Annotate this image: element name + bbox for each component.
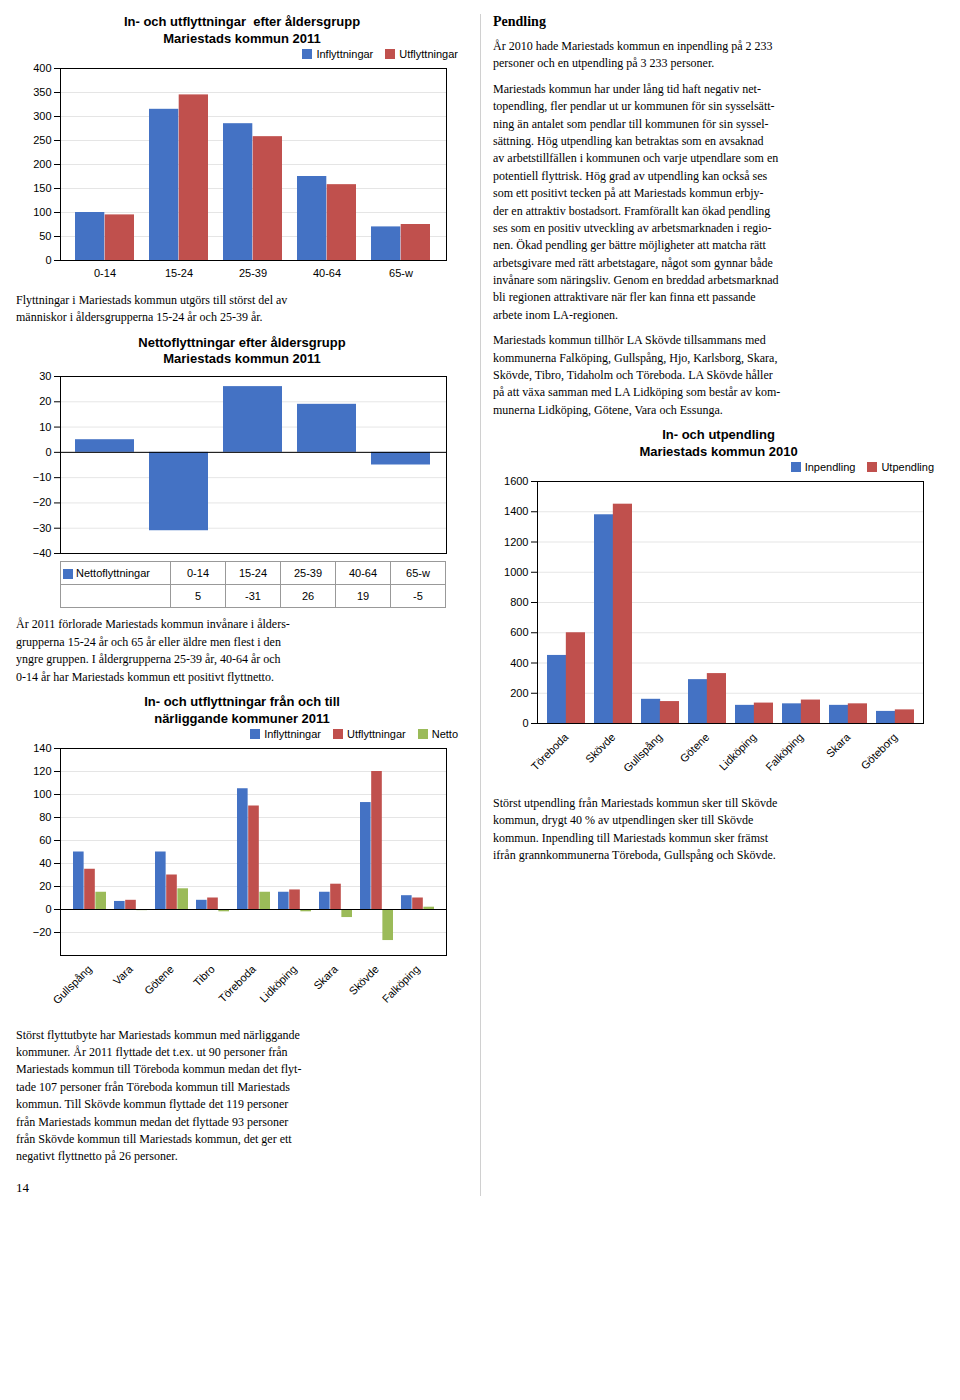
svg-text:400: 400 bbox=[510, 657, 528, 669]
html-text:-5: -5 bbox=[413, 590, 423, 603]
html-text:19: 19 bbox=[356, 590, 370, 603]
svg-text:80: 80 bbox=[39, 811, 51, 823]
html-text:65-w: 65-w bbox=[406, 567, 430, 580]
svg-text:600: 600 bbox=[510, 626, 528, 638]
svg-text:0-14: 0-14 bbox=[94, 267, 116, 279]
svg-text:0: 0 bbox=[45, 446, 51, 458]
svg-text:800: 800 bbox=[510, 596, 528, 608]
svg-text:0: 0 bbox=[45, 903, 51, 915]
html-text:40-64: 40-64 bbox=[348, 567, 378, 580]
svg-text:−30: −30 bbox=[33, 522, 52, 534]
svg-text:Göteborg: Göteborg bbox=[858, 731, 899, 772]
svg-text:100: 100 bbox=[33, 206, 51, 218]
svg-text:400: 400 bbox=[33, 62, 51, 74]
html-text:Mariestads kommun tillhör LA S: Mariestads kommun tillhör LA Skövde till… bbox=[493, 333, 781, 417]
svg-text:Falköping: Falköping bbox=[763, 731, 805, 773]
html-text:Utflyttningar: Utflyttningar bbox=[399, 47, 458, 60]
svg-text:50: 50 bbox=[39, 230, 51, 242]
svg-text:40-64: 40-64 bbox=[313, 267, 341, 279]
html-text:Netto: Netto bbox=[431, 727, 458, 740]
html-text:14: 14 bbox=[16, 1179, 29, 1195]
svg-text:10: 10 bbox=[39, 421, 51, 433]
svg-text:0: 0 bbox=[45, 254, 51, 266]
html-text:Inpendling: Inpendling bbox=[804, 461, 856, 473]
html-text:0-14: 0-14 bbox=[187, 567, 209, 580]
html-text:År 2010 hade Mariestads kommun: År 2010 hade Mariestads kommun en inpend… bbox=[493, 39, 773, 71]
svg-text:−20: −20 bbox=[33, 926, 52, 938]
svg-text:−10: −10 bbox=[33, 472, 52, 484]
html-text:Nettoflyttningar efter åldersg: Nettoflyttningar efter åldersgrupp Marie… bbox=[138, 334, 346, 367]
svg-text:150: 150 bbox=[33, 182, 51, 194]
svg-text:Vara: Vara bbox=[111, 962, 136, 987]
svg-text:20: 20 bbox=[39, 880, 51, 892]
html-text:Mariestads kommun har under lå: Mariestads kommun har under lång tid haf… bbox=[493, 81, 779, 322]
html-text:Utpendling: Utpendling bbox=[881, 461, 934, 473]
svg-text:Skövde: Skövde bbox=[583, 731, 617, 765]
html-text:25-39: 25-39 bbox=[293, 567, 323, 580]
svg-text:Lidköping: Lidköping bbox=[257, 962, 299, 1004]
html-text:Flyttningar i Mariestads kommu: Flyttningar i Mariestads kommun utgörs t… bbox=[16, 292, 288, 325]
svg-text:Skara: Skara bbox=[311, 962, 340, 991]
html-text:26: 26 bbox=[301, 590, 315, 603]
svg-text:200: 200 bbox=[510, 687, 528, 699]
svg-text:120: 120 bbox=[33, 765, 51, 777]
svg-text:Skövde: Skövde bbox=[346, 962, 380, 996]
svg-text:Falköping: Falköping bbox=[380, 962, 422, 1004]
svg-text:60: 60 bbox=[39, 834, 51, 846]
svg-text:100: 100 bbox=[33, 788, 51, 800]
svg-text:Götene: Götene bbox=[142, 962, 176, 996]
html-text:In- och utflyttningar efter ål: In- och utflyttningar efter åldersgrupp … bbox=[123, 14, 361, 46]
svg-text:140: 140 bbox=[33, 742, 51, 754]
svg-text:Töreboda: Töreboda bbox=[216, 962, 258, 1004]
svg-text:1200: 1200 bbox=[504, 536, 528, 548]
html-text:Störst utpendling från Mariest: Störst utpendling från Mariestads kommun… bbox=[493, 796, 778, 863]
svg-text:200: 200 bbox=[33, 158, 51, 170]
html-text:Pendling: Pendling bbox=[493, 14, 546, 29]
html-text:5: 5 bbox=[194, 590, 202, 603]
svg-text:Lidköping: Lidköping bbox=[717, 731, 759, 773]
svg-text:−40: −40 bbox=[33, 547, 52, 559]
html-text:Störst flyttutbyte har Mariest: Störst flyttutbyte har Mariestads kommun… bbox=[16, 1027, 302, 1164]
svg-text:Gullspång: Gullspång bbox=[621, 731, 665, 775]
html-text:15-24: 15-24 bbox=[238, 567, 268, 580]
svg-text:65-w: 65-w bbox=[389, 267, 413, 279]
html-text:År 2011 förlorade Mariestads k: År 2011 förlorade Mariestads kommun invå… bbox=[16, 617, 290, 684]
svg-text:250: 250 bbox=[33, 134, 51, 146]
html-text:Inflyttningar: Inflyttningar bbox=[264, 727, 321, 740]
svg-text:20: 20 bbox=[39, 396, 51, 408]
svg-text:0: 0 bbox=[522, 717, 528, 729]
html-text:Inflyttningar: Inflyttningar bbox=[316, 47, 374, 60]
svg-text:15-24: 15-24 bbox=[165, 267, 193, 279]
svg-text:300: 300 bbox=[33, 110, 51, 122]
svg-text:Gullspång: Gullspång bbox=[50, 962, 94, 1006]
html-text:-31: -31 bbox=[245, 590, 261, 603]
html-text:Nettoflyttningar: Nettoflyttningar bbox=[76, 567, 150, 580]
svg-text:Tibro: Tibro bbox=[191, 962, 217, 988]
html-text:In- och utflyttningar från och: In- och utflyttningar från och till närl… bbox=[144, 693, 340, 726]
html-text:Utflyttningar: Utflyttningar bbox=[347, 727, 406, 740]
svg-text:1400: 1400 bbox=[504, 505, 528, 517]
svg-text:Götene: Götene bbox=[677, 731, 711, 765]
svg-text:−20: −20 bbox=[33, 497, 52, 509]
svg-text:40: 40 bbox=[39, 857, 51, 869]
svg-text:Skara: Skara bbox=[824, 730, 853, 759]
html-text:In- och utpendling Mariestads: In- och utpendling Mariestads kommun 201… bbox=[639, 427, 798, 460]
svg-text:1600: 1600 bbox=[504, 475, 528, 487]
svg-text:350: 350 bbox=[33, 86, 51, 98]
svg-text:30: 30 bbox=[39, 370, 51, 382]
svg-text:1000: 1000 bbox=[504, 566, 528, 578]
svg-text:Töreboda: Töreboda bbox=[529, 730, 571, 772]
svg-text:25-39: 25-39 bbox=[239, 267, 267, 279]
